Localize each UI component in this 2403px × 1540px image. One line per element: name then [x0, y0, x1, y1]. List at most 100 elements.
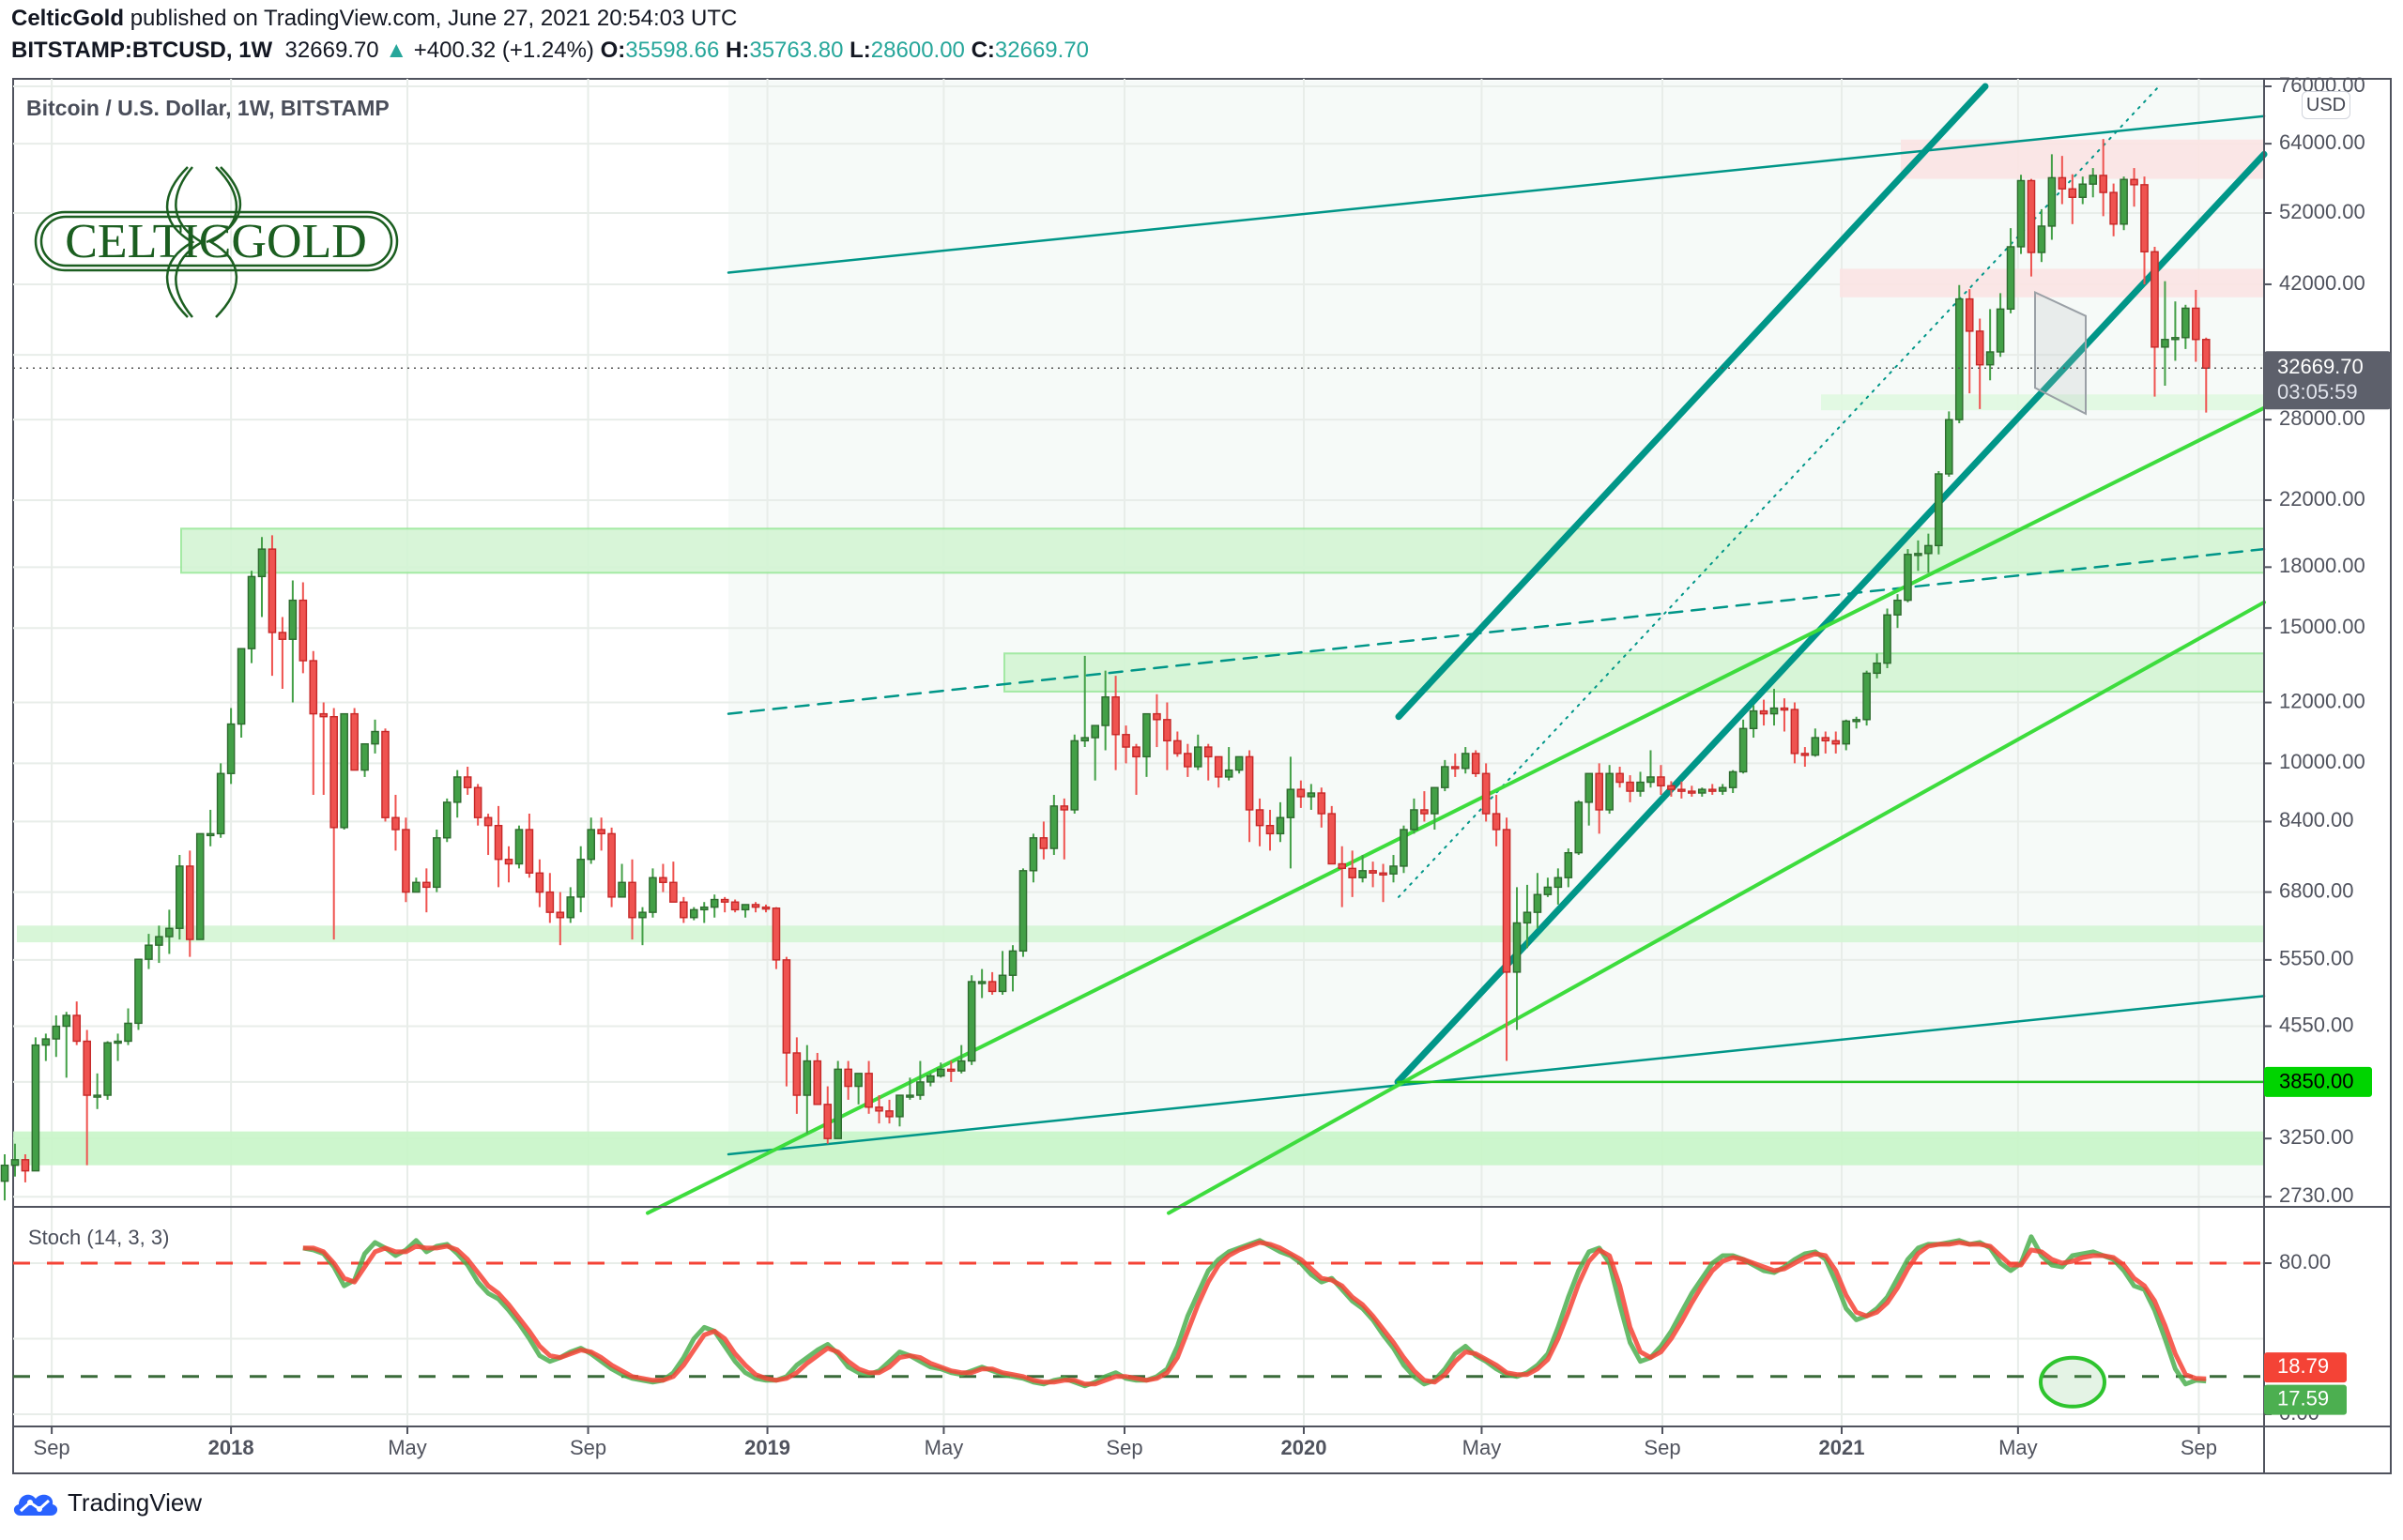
price-axis-label: 5550.00	[2279, 947, 2354, 970]
candle-body	[1914, 553, 1922, 557]
currency-selector[interactable]: USD	[2302, 91, 2350, 119]
candle	[473, 784, 482, 826]
candle	[1821, 731, 1830, 754]
time-axis-label: 2019	[744, 1436, 790, 1459]
candle-body	[402, 829, 410, 893]
candle-body	[1523, 911, 1532, 924]
candle	[1379, 863, 1387, 903]
price-change: +400.32 (+1.24%)	[413, 38, 594, 63]
candle-body	[680, 901, 688, 919]
candle-body	[1049, 805, 1059, 849]
candle	[1431, 786, 1439, 831]
candle-body	[865, 1073, 873, 1108]
candle-body	[309, 660, 318, 715]
candle-body	[628, 881, 636, 919]
support-zone-2017-high	[180, 527, 2265, 574]
candle-body	[1975, 330, 1984, 366]
candle	[268, 535, 277, 677]
candle	[1667, 781, 1676, 797]
candle	[834, 1060, 843, 1139]
green-trendline-lower	[1167, 600, 2266, 1215]
low-value: 28600.00	[870, 38, 965, 63]
candle	[1122, 725, 1130, 764]
candle-body	[206, 832, 215, 837]
candle	[1873, 653, 1881, 679]
high-value: 35763.80	[749, 38, 844, 63]
candle-body	[1677, 788, 1686, 792]
candle	[545, 873, 555, 923]
candle-body	[1327, 813, 1337, 865]
candle-body	[545, 891, 555, 913]
candle	[1615, 766, 1624, 788]
candle	[1862, 670, 1871, 726]
candle-body	[1667, 785, 1676, 790]
candle-body	[2150, 251, 2159, 348]
candle	[371, 719, 379, 754]
candle	[2006, 228, 2015, 313]
close-value: 32669.70	[994, 38, 1090, 63]
candle-body	[41, 1038, 51, 1046]
candle	[195, 832, 205, 940]
candle-body	[1400, 829, 1408, 867]
author-name[interactable]: CelticGold	[11, 6, 125, 31]
candle-body	[1707, 788, 1717, 792]
candle-body	[792, 1052, 802, 1096]
candle	[607, 827, 616, 907]
stoch-k-value: 17.59	[2277, 1386, 2329, 1410]
candle	[2068, 174, 2077, 224]
last-price-label: 32669.70	[2277, 355, 2364, 378]
candle-body	[1307, 792, 1316, 798]
candle	[350, 708, 359, 771]
candle	[1286, 756, 1295, 869]
candle	[1029, 833, 1038, 883]
candle-body	[226, 723, 236, 774]
candle	[62, 1012, 71, 1078]
candle	[83, 1029, 91, 1166]
candle-body	[699, 906, 709, 911]
candle-body	[1595, 772, 1603, 811]
candle-body	[1358, 870, 1367, 878]
candle-body	[155, 936, 163, 946]
open-label: O:	[600, 38, 626, 63]
support-zone-30000	[1821, 394, 2264, 411]
candle	[535, 859, 544, 907]
candle-body	[1862, 672, 1871, 721]
candle	[93, 1073, 101, 1109]
time-axis-label: May	[1998, 1436, 2038, 1459]
time-axis-label: May	[1462, 1436, 1502, 1459]
candle	[844, 1060, 852, 1100]
candle	[1975, 318, 1984, 409]
stoch-k-badge	[2264, 1384, 2347, 1415]
candle	[813, 1052, 822, 1105]
candle-body	[761, 906, 771, 910]
candle	[155, 925, 163, 964]
candle	[772, 907, 781, 969]
candle	[1688, 785, 1696, 797]
publish-info: CelticGold published on TradingView.com,…	[11, 6, 737, 32]
candle	[1749, 705, 1758, 739]
candle-body	[834, 1068, 843, 1139]
candle	[1101, 670, 1110, 751]
candle	[1070, 734, 1079, 815]
time-axis-label: Sep	[2181, 1436, 2217, 1459]
candle	[226, 708, 236, 785]
candle-body	[2201, 339, 2211, 370]
candle	[566, 887, 575, 923]
candle-body	[1759, 709, 1768, 715]
candle-body	[710, 898, 719, 908]
candle-body	[1060, 805, 1069, 811]
candle	[628, 859, 636, 940]
teal-dotted-trendline	[1398, 85, 2160, 898]
stoch-axis-label: 80.00	[2279, 1250, 2331, 1273]
tradingview-brand[interactable]: TradingView	[11, 1488, 202, 1517]
candle	[319, 702, 329, 795]
resistance-zone-42000	[1840, 268, 2264, 297]
price-axis-label: 64000.00	[2279, 130, 2365, 154]
candle-body	[1574, 801, 1584, 854]
candle-body	[1790, 709, 1799, 755]
candle	[2130, 168, 2138, 207]
candle	[1636, 771, 1645, 797]
candle-body	[1245, 755, 1254, 811]
candle-body	[2068, 188, 2077, 198]
